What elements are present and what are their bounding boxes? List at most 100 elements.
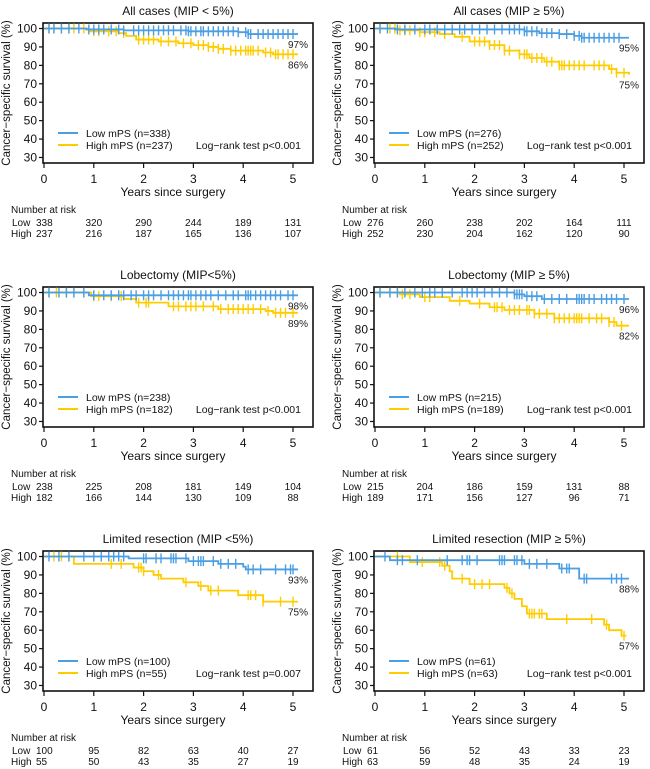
risk-count-low: 181 xyxy=(185,482,202,493)
legend-label-high: High mPS (n=63) xyxy=(417,668,498,680)
y-tick-label: 90 xyxy=(24,304,38,318)
x-tick-label: 1 xyxy=(421,700,428,714)
y-tick-label: 40 xyxy=(24,396,38,410)
risk-count-high: 88 xyxy=(287,493,299,504)
risk-count-high: 230 xyxy=(416,229,433,240)
y-tick-label: 30 xyxy=(24,150,38,164)
km-curve-high xyxy=(44,555,298,603)
legend-label-low: Low mPS (n=100) xyxy=(86,656,170,668)
risk-table-header: Number at risk xyxy=(11,205,77,216)
y-tick-label: 60 xyxy=(355,359,369,373)
risk-count-high: 156 xyxy=(466,493,483,504)
panel-title: All cases (MIP < 5%) xyxy=(122,4,233,18)
x-tick-label: 2 xyxy=(471,700,478,714)
risk-table-header: Number at risk xyxy=(342,733,408,744)
y-axis-label: Cancer−specific survival (%) xyxy=(1,20,13,166)
logrank-annotation: Log−rank test p<0.001 xyxy=(527,404,632,416)
y-tick-label: 100 xyxy=(348,286,368,300)
risk-count-high: 90 xyxy=(618,229,630,240)
risk-count-high: 120 xyxy=(566,229,583,240)
risk-row-label-high: High xyxy=(11,229,32,240)
y-tick-label: 30 xyxy=(24,678,38,692)
risk-count-high: 204 xyxy=(466,229,483,240)
y-tick-label: 70 xyxy=(355,341,369,355)
risk-count-low: 95 xyxy=(88,746,100,757)
risk-count-low: 131 xyxy=(566,482,583,493)
risk-count-high: 189 xyxy=(367,493,384,504)
risk-count-low: 215 xyxy=(367,482,384,493)
risk-count-low: 104 xyxy=(285,482,302,493)
y-tick-label: 70 xyxy=(355,605,369,619)
y-tick-label: 90 xyxy=(24,40,38,54)
x-tick-label: 4 xyxy=(571,700,578,714)
km-curve-high xyxy=(44,27,298,56)
y-tick-label: 30 xyxy=(355,150,369,164)
x-tick-label: 3 xyxy=(521,436,528,450)
x-tick-label: 2 xyxy=(471,172,478,186)
y-axis-label: Cancer−specific survival (%) xyxy=(1,548,13,694)
risk-count-low: 159 xyxy=(516,482,533,493)
x-tick-label: 1 xyxy=(90,172,97,186)
y-tick-label: 70 xyxy=(24,77,38,91)
km-panel-4: Lobectomy (MIP ≥ 5%)10090807060504030Can… xyxy=(332,268,645,504)
risk-count-high: 165 xyxy=(185,229,202,240)
risk-row-label-low: Low xyxy=(343,482,362,493)
plot-frame xyxy=(42,286,314,428)
end-survival-label-low: 96% xyxy=(619,305,639,316)
risk-row-label-high: High xyxy=(342,757,363,768)
y-tick-label: 80 xyxy=(355,58,369,72)
y-tick-label: 60 xyxy=(355,95,369,109)
x-tick-label: 5 xyxy=(290,172,297,186)
y-tick-label: 100 xyxy=(17,286,37,300)
risk-count-low: 100 xyxy=(36,746,53,757)
risk-count-low: 208 xyxy=(135,482,152,493)
risk-count-low: 225 xyxy=(85,482,102,493)
risk-count-low: 33 xyxy=(569,746,581,757)
logrank-annotation: Log−rank test p<0.001 xyxy=(196,140,301,152)
x-tick-label: 4 xyxy=(240,172,247,186)
risk-count-low: 82 xyxy=(138,746,150,757)
x-axis-label: Years since surgery xyxy=(452,185,557,199)
end-survival-label-low: 88% xyxy=(619,585,639,596)
y-tick-label: 100 xyxy=(17,550,37,564)
risk-count-low: 56 xyxy=(419,746,431,757)
risk-count-high: 187 xyxy=(135,229,152,240)
y-tick-label: 30 xyxy=(355,678,369,692)
risk-count-high: 43 xyxy=(138,757,150,768)
x-tick-label: 1 xyxy=(421,172,428,186)
panel-title: Limited resection (MIP ≥ 5%) xyxy=(432,532,586,546)
legend-label-high: High mPS (n=182) xyxy=(86,404,173,416)
risk-count-high: 144 xyxy=(135,493,152,504)
risk-count-low: 27 xyxy=(287,746,299,757)
risk-count-high: 130 xyxy=(185,493,202,504)
x-axis-label: Years since surgery xyxy=(121,449,226,463)
panel-title: Lobectomy (MIP<5%) xyxy=(120,268,236,282)
legend-label-high: High mPS (n=55) xyxy=(86,668,167,680)
y-tick-label: 80 xyxy=(355,586,369,600)
end-survival-label-high: 82% xyxy=(619,332,639,343)
x-tick-label: 0 xyxy=(41,172,48,186)
y-tick-label: 30 xyxy=(24,414,38,428)
plot-frame xyxy=(373,550,645,692)
panel-title: Limited resection (MIP <5%) xyxy=(103,532,254,546)
risk-count-low: 238 xyxy=(36,482,53,493)
y-tick-label: 50 xyxy=(24,378,38,392)
risk-count-low: 111 xyxy=(616,218,632,229)
x-tick-label: 2 xyxy=(471,436,478,450)
y-tick-label: 50 xyxy=(355,378,369,392)
risk-count-high: 252 xyxy=(367,229,384,240)
y-tick-label: 60 xyxy=(355,623,369,637)
end-survival-label-high: 57% xyxy=(619,642,639,653)
risk-row-label-low: Low xyxy=(343,218,362,229)
risk-row-label-high: High xyxy=(342,229,363,240)
risk-row-label-low: Low xyxy=(12,482,31,493)
km-panel-6: Limited resection (MIP ≥ 5%) 100 90 80 70 60 5… xyxy=(332,532,645,768)
risk-count-low: 238 xyxy=(466,218,483,229)
risk-count-high: 27 xyxy=(238,757,250,768)
y-tick-label: 50 xyxy=(24,642,38,656)
risk-count-high: 24 xyxy=(569,757,581,768)
risk-count-low: 189 xyxy=(235,218,252,229)
risk-count-high: 166 xyxy=(85,493,102,504)
x-tick-label: 0 xyxy=(372,172,379,186)
